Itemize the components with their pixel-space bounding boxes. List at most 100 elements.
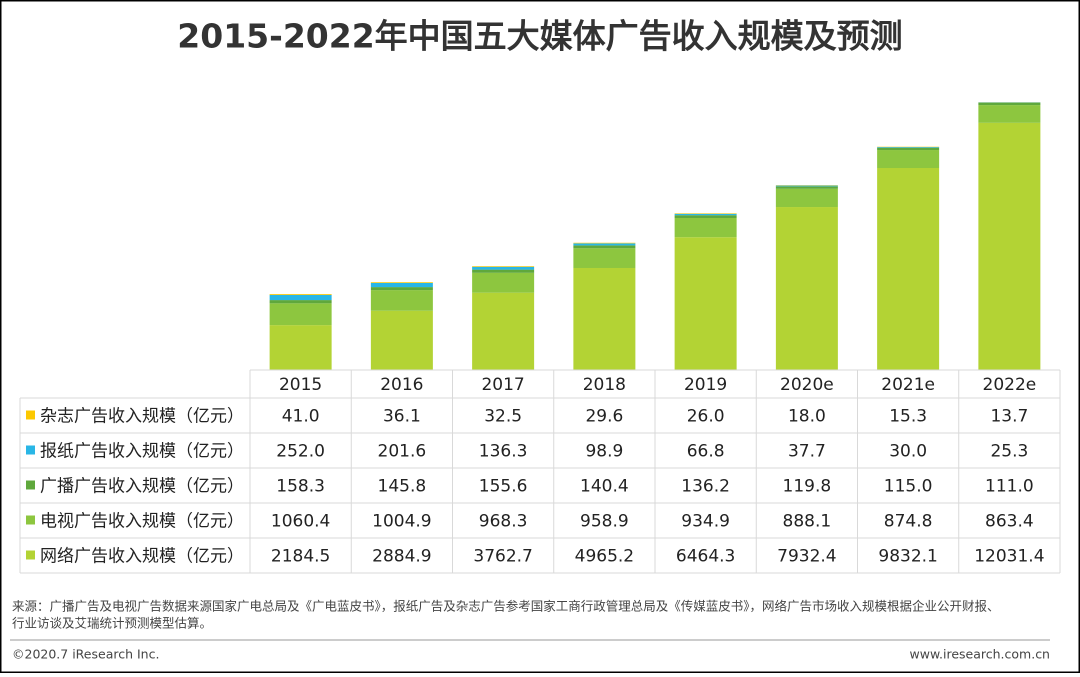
bar-segment xyxy=(472,270,534,273)
table-cell: 32.5 xyxy=(484,407,522,427)
bar-segment xyxy=(472,273,534,293)
legend-swatch xyxy=(26,411,35,420)
bar-segment xyxy=(472,293,534,370)
bar-segment xyxy=(573,243,635,245)
table-cell: 30.0 xyxy=(889,442,927,462)
bar-segment xyxy=(472,266,534,267)
bar-segment xyxy=(776,186,838,188)
table-cell: 201.6 xyxy=(378,442,427,462)
bar-segment xyxy=(675,237,737,370)
source: 来源：广播广告及电视广告数据来源国家广电总局及《广电蓝皮书》，报纸广告及杂志广告… xyxy=(12,599,1000,614)
bar-segment xyxy=(877,148,939,150)
table-cell: 25.3 xyxy=(990,442,1028,462)
x-tick-label: 2022e xyxy=(983,375,1037,395)
table-cell: 6464.3 xyxy=(676,547,735,567)
copyright: ©2020.7 iResearch Inc. xyxy=(12,647,159,662)
legend-label: 广播广告收入规模（亿元） xyxy=(40,477,244,497)
bar-segment xyxy=(573,245,635,248)
table-cell: 252.0 xyxy=(276,442,325,462)
bar-segment xyxy=(877,147,939,148)
bar-segment xyxy=(270,300,332,303)
table-cell: 968.3 xyxy=(479,512,528,532)
table-cell: 2884.9 xyxy=(372,547,431,567)
bar-segment xyxy=(371,283,433,287)
bar-segment xyxy=(877,150,939,168)
table-cell: 1060.4 xyxy=(271,512,330,532)
table-cell: 18.0 xyxy=(788,407,826,427)
bar-segment xyxy=(776,186,838,187)
bar-segment xyxy=(675,215,737,218)
bar-segment xyxy=(776,207,838,370)
table-cell: 888.1 xyxy=(783,512,832,532)
table-cell: 7932.4 xyxy=(777,547,836,567)
bar-segment xyxy=(371,311,433,370)
legend-label: 电视广告收入规模（亿元） xyxy=(40,512,244,532)
x-tick-label: 2017 xyxy=(481,375,524,395)
x-tick-label: 2020e xyxy=(780,375,834,395)
table-cell: 158.3 xyxy=(276,477,325,497)
table-cell: 874.8 xyxy=(884,512,933,532)
table-cell: 66.8 xyxy=(687,442,725,462)
table-cell: 26.0 xyxy=(687,407,725,427)
table-cell: 140.4 xyxy=(580,477,629,497)
bar-segment xyxy=(573,243,635,244)
table-cell: 136.2 xyxy=(681,477,730,497)
bar-segment xyxy=(371,282,433,283)
table-cell: 37.7 xyxy=(788,442,826,462)
table-cell: 3762.7 xyxy=(473,547,532,567)
table-cell: 115.0 xyxy=(884,477,933,497)
table-cell: 98.9 xyxy=(585,442,623,462)
legend-swatch xyxy=(26,481,35,490)
bar-segment xyxy=(978,123,1040,370)
x-tick-label: 2015 xyxy=(279,375,322,395)
table-cell: 13.7 xyxy=(990,407,1028,427)
table-cell: 958.9 xyxy=(580,512,629,532)
legend-label: 报纸广告收入规模（亿元） xyxy=(40,442,244,462)
table-cell: 155.6 xyxy=(479,477,528,497)
table-cell: 934.9 xyxy=(681,512,730,532)
table-cell: 4965.2 xyxy=(575,547,634,567)
legend-label: 杂志广告收入规模（亿元） xyxy=(40,407,244,427)
table-cell: 111.0 xyxy=(985,477,1034,497)
bar-segment xyxy=(978,103,1040,105)
table-cell: 15.3 xyxy=(889,407,927,427)
url: www.iresearch.com.cn xyxy=(910,647,1051,662)
table-cell: 41.0 xyxy=(282,407,320,427)
table-cell: 2184.5 xyxy=(271,547,330,567)
bar-segment xyxy=(270,294,332,295)
table-cell: 119.8 xyxy=(783,477,832,497)
bar-segment xyxy=(978,102,1040,103)
table-cell: 12031.4 xyxy=(974,547,1044,567)
bar-segment xyxy=(573,248,635,268)
x-tick-label: 2019 xyxy=(684,375,727,395)
bar-segment xyxy=(371,287,433,290)
table-cell: 136.3 xyxy=(479,442,528,462)
table-cell: 863.4 xyxy=(985,512,1034,532)
bar-segment xyxy=(270,325,332,370)
bar-segment xyxy=(675,218,737,237)
table-cell: 9832.1 xyxy=(878,547,937,567)
bar-segment xyxy=(573,268,635,370)
legend-swatch xyxy=(26,446,35,455)
bar-segment xyxy=(270,303,332,325)
table-cell: 145.8 xyxy=(378,477,427,497)
legend-swatch xyxy=(26,516,35,525)
bar-segment xyxy=(978,105,1040,123)
table-cell: 29.6 xyxy=(585,407,623,427)
bar-segment xyxy=(472,267,534,270)
legend-swatch xyxy=(26,551,35,560)
bar-segment xyxy=(270,295,332,300)
bar-segment xyxy=(371,290,433,311)
x-tick-label: 2016 xyxy=(380,375,423,395)
bar-segment xyxy=(877,168,939,370)
x-tick-label: 2021e xyxy=(881,375,935,395)
bar-segment xyxy=(675,213,737,214)
chart-title: 2015-2022年中国五大媒体广告收入规模及预测 xyxy=(177,17,902,56)
x-tick-label: 2018 xyxy=(583,375,626,395)
legend-label: 网络广告收入规模（亿元） xyxy=(40,547,244,567)
table-cell: 1004.9 xyxy=(372,512,431,532)
table-cell: 36.1 xyxy=(383,407,421,427)
bar-segment xyxy=(675,214,737,215)
bar-segment xyxy=(776,189,838,207)
